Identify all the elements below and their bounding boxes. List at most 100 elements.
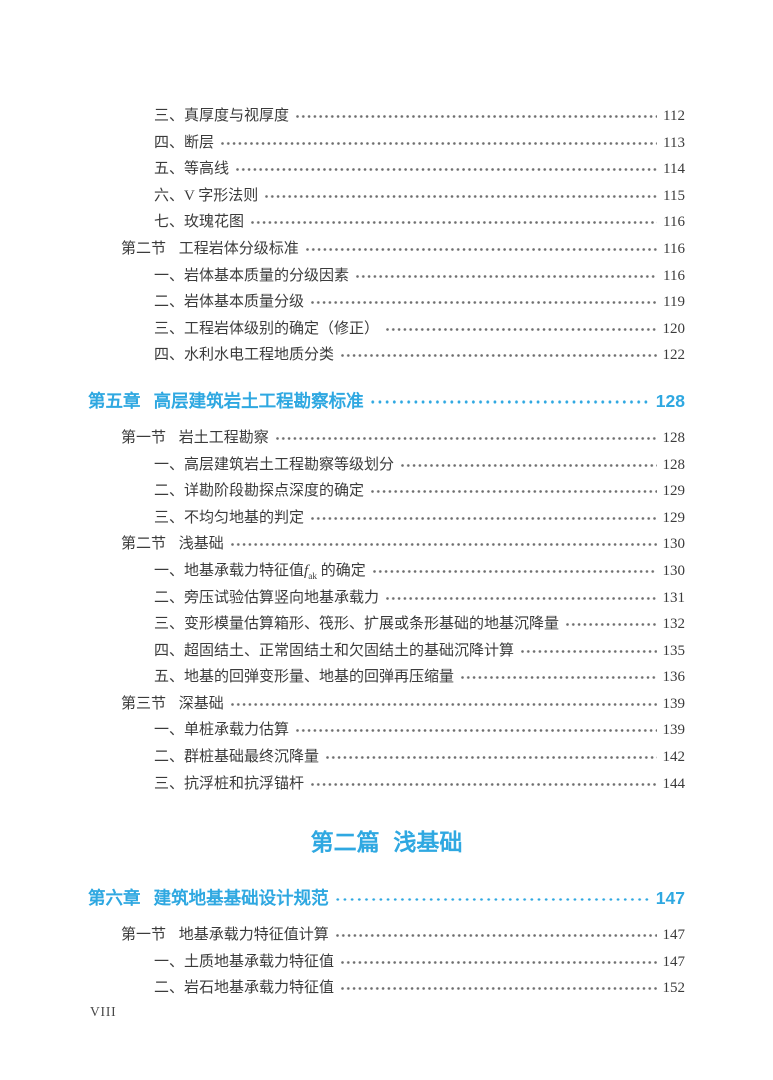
toc-row-sub: 三、工程岩体级别的确定（修正） 120	[88, 316, 685, 343]
toc-page-number: 139	[662, 695, 686, 712]
toc-entry-prefix: 第一节	[121, 429, 167, 446]
dot-leader	[341, 960, 657, 964]
toc-entry-label: 高层建筑岩土工程勘察标准	[153, 390, 364, 411]
dot-leader	[341, 354, 657, 358]
toc-page-number: 135	[662, 642, 686, 659]
toc-page-number: 122	[662, 347, 686, 364]
toc-page-number: 131	[662, 589, 686, 606]
toc-entry-label-text: 的确定	[316, 562, 366, 579]
toc-entry-label: 深基础	[178, 695, 224, 712]
toc-page-number: 129	[662, 509, 686, 526]
toc-row-sub: 三、不均匀地基的判定 129	[88, 505, 685, 532]
dot-leader	[521, 649, 657, 653]
toc-page-number: 115	[663, 187, 685, 204]
toc-page-number: 139	[662, 722, 686, 739]
toc-entry-label: 三、工程岩体级别的确定（修正）	[154, 320, 380, 337]
toc-entry-prefix: 第二节	[121, 536, 167, 553]
toc-page-number: 114	[663, 161, 685, 178]
toc-page-number: 144	[662, 775, 686, 792]
dot-leader	[296, 729, 657, 733]
toc-entry-label: 三、不均匀地基的判定	[154, 509, 305, 526]
toc-row-sub: 一、高层建筑岩土工程勘察等级划分 128	[88, 452, 685, 479]
dot-leader	[461, 676, 657, 680]
toc-entry-label: 一、岩体基本质量的分级因素	[154, 267, 350, 284]
dot-leader	[341, 987, 657, 991]
toc-entry-label: 七、玫瑰花图	[154, 214, 245, 231]
dot-leader	[372, 569, 657, 573]
dot-leader	[311, 516, 657, 520]
toc-entry-label: 三、真厚度与视厚度	[154, 108, 290, 124]
toc-row-sub: 四、超固结土、正常固结土和欠固结土的基础沉降计算 135	[88, 638, 685, 665]
dot-leader	[401, 463, 657, 467]
toc-entry-label: 四、断层	[154, 134, 215, 151]
dot-leader	[236, 168, 658, 172]
toc-entry-label: 二、旁压试验估算竖向地基承载力	[154, 589, 380, 606]
toc-row-sub: 五、地基的回弹变形量、地基的回弹再压缩量 136	[88, 664, 685, 691]
dot-leader	[265, 194, 658, 198]
toc-row-sub: 一、土质地基承载力特征值 147	[88, 949, 685, 976]
toc-row-section: 第二节 浅基础 130	[88, 531, 685, 558]
dot-leader	[335, 897, 650, 902]
toc-entry-label: 一、土质地基承载力特征值	[154, 953, 335, 970]
part-title-prefix: 第二篇	[310, 829, 380, 856]
toc-entry-label: 一、地基承载力特征值fak 的确定	[154, 558, 366, 585]
toc-entry-label: 地基承载力特征值计算	[178, 927, 329, 944]
toc-page-number: 129	[662, 483, 686, 500]
toc-entry-label: 三、抗浮桩和抗浮锚杆	[154, 775, 305, 792]
dot-leader	[356, 274, 658, 278]
toc-entry-label: 二、详勘阶段勘探点深度的确定	[154, 483, 365, 500]
toc-page-number: 119	[663, 294, 685, 311]
toc-entry-prefix: 第三节	[121, 695, 167, 712]
toc-row-sub: 五、等高线 114	[88, 156, 685, 183]
dot-leader	[251, 221, 658, 225]
dot-leader	[275, 436, 657, 440]
toc-entry-label: 二、群桩基础最终沉降量	[154, 749, 320, 766]
toc-page-number: 113	[663, 134, 685, 151]
toc-entry-label: 三、变形模量估算箱形、筏形、扩展或条形基础的地基沉降量	[154, 616, 560, 633]
toc-page-number: 130	[662, 536, 686, 553]
dot-leader	[386, 596, 657, 600]
dot-leader	[311, 301, 658, 305]
toc-entry-label: 六、V 字形法则	[154, 187, 259, 204]
toc-row-sub: 四、断层 113	[88, 130, 685, 157]
toc-page-number: 130	[662, 562, 686, 579]
dot-leader	[311, 782, 657, 786]
toc-row-sub: 一、地基承载力特征值fak 的确定 130	[88, 558, 685, 585]
toc-entry-label-subscript: ak	[308, 571, 317, 582]
dot-leader	[305, 247, 658, 251]
toc-entry-label: 五、等高线	[154, 161, 230, 178]
toc-entry-prefix: 第五章	[88, 390, 141, 411]
folio-page-number: VIII	[90, 1004, 117, 1019]
toc-entry-label: 二、岩体基本质量分级	[154, 294, 305, 311]
toc-row-sub: 一、单桩承载力估算 139	[88, 717, 685, 744]
toc-entry-label: 四、超固结土、正常固结土和欠固结土的基础沉降计算	[154, 642, 515, 659]
dot-leader	[370, 400, 650, 404]
toc-row-chapter: 第六章 建筑地基基础设计规范 147	[88, 883, 685, 913]
part-title-label: 浅基础	[393, 829, 463, 856]
toc-page-number: 116	[663, 214, 685, 231]
toc-row-sub: 二、岩石地基承载力特征值 152	[88, 975, 685, 1002]
dot-leader	[335, 934, 657, 938]
toc-page-number: 147	[662, 927, 686, 944]
toc-page-number: 142	[662, 749, 686, 766]
toc-row-sub: 一、岩体基本质量的分级因素 116	[88, 263, 685, 290]
toc-row-chapter: 第五章 高层建筑岩土工程勘察标准 128	[88, 386, 685, 416]
toc-row-sub: 二、岩体基本质量分级 119	[88, 289, 685, 316]
toc-row-sub: 七、玫瑰花图 116	[88, 209, 685, 236]
dot-leader	[296, 115, 658, 118]
part-title: 第二篇 浅基础	[88, 827, 685, 857]
toc-row-section: 第三节 深基础 139	[88, 691, 685, 718]
toc-row-sub: 二、旁压试验估算竖向地基承载力 131	[88, 585, 685, 612]
toc-entry-label: 一、高层建筑岩土工程勘察等级划分	[154, 456, 395, 473]
toc-entry-prefix: 第二节	[121, 240, 167, 257]
toc-page-number: 147	[655, 888, 685, 909]
toc-entry-prefix: 第一节	[121, 927, 167, 944]
dot-leader	[371, 490, 657, 494]
toc-row-section: 第二节 工程岩体分级标准 116	[88, 236, 685, 263]
dot-leader	[221, 141, 658, 145]
toc-entry-label: 五、地基的回弹变形量、地基的回弹再压缩量	[154, 669, 455, 686]
toc-entry-prefix: 第六章	[88, 888, 141, 909]
toc-row-sub: 三、真厚度与视厚度 112	[88, 103, 685, 130]
toc-page-number: 116	[663, 267, 685, 284]
dot-leader	[386, 327, 657, 331]
